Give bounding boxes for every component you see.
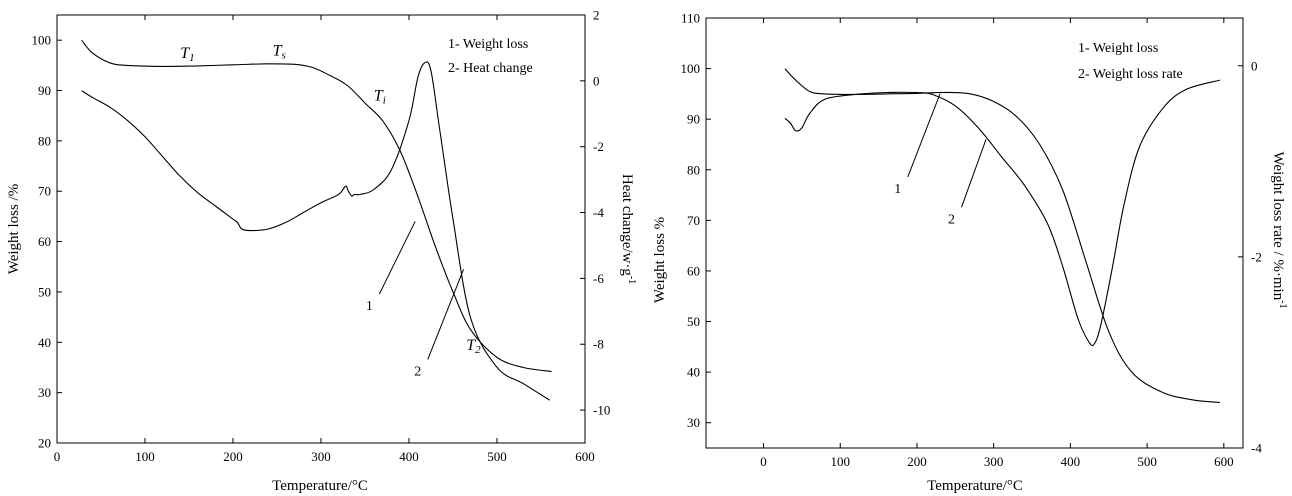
y-axis-label-right: Weight loss %	[652, 217, 668, 303]
x-tick-label: 400	[399, 449, 419, 464]
series-right	[784, 68, 1221, 404]
y-tick-label: 50	[38, 284, 51, 299]
y-tick-label: 100	[681, 61, 701, 76]
x-tick-label: 100	[831, 454, 851, 469]
y2-tick-label: -8	[593, 337, 604, 352]
curve-number-label: 1	[894, 182, 901, 197]
series-line-2	[784, 79, 1221, 347]
plot-frame-right	[705, 17, 1244, 449]
y-tick-label: 30	[687, 415, 700, 430]
panel-right: 0 100 200 300 400 500 600 30 40 50 60 70 80 90 100 110 -…	[652, 11, 1288, 495]
y-tick-label: 50	[687, 314, 700, 329]
curve-number-label: 2	[948, 212, 955, 227]
temperature-marker-main: T	[180, 45, 190, 62]
temperature-marker-main: T	[374, 88, 384, 105]
temperature-marker-main: T	[466, 337, 476, 354]
x-axis-label-right: Temperature/°C	[927, 478, 1023, 494]
x-tick-label: 500	[1137, 454, 1157, 469]
temperature-marker-label: Ti	[374, 88, 386, 107]
y-tick-label: 80	[687, 162, 700, 177]
y2-axis-label-right: Weight loss rate / %·min-1	[1270, 151, 1288, 308]
y-tick-label: 60	[38, 234, 51, 249]
y2-axis-label-right-text: Weight loss rate / %·min	[1270, 151, 1286, 300]
y2-tick-label: -10	[593, 403, 610, 418]
y2-tick-label: -2	[1251, 249, 1262, 264]
x-axis-label-left: Temperature/°C	[272, 478, 368, 494]
y-tick-label: 110	[681, 11, 700, 26]
curve-number-label: 1	[366, 299, 373, 314]
y2-tick-label: 2	[593, 8, 600, 23]
y2-tick-label: 0	[593, 73, 600, 88]
y2-axis-label-right-sup: -1	[1277, 300, 1288, 308]
y-tick-label: 40	[687, 365, 700, 380]
y-axis-label-left: Weight loss /%	[6, 184, 22, 274]
legend-item-1: 1- Weight loss	[1078, 41, 1158, 56]
x-tick-label: 600	[1214, 454, 1234, 469]
x-tick-label: 0	[760, 454, 767, 469]
axis-ticks-right: 0 100 200 300 400 500 600 30 40 50 60 70 80 90 100 110 -…	[681, 11, 1263, 470]
curve-leader-line	[961, 139, 987, 208]
y-tick-label: 100	[32, 33, 52, 48]
series-line-1	[81, 39, 552, 373]
curve-leader-line	[427, 269, 465, 360]
legend-item-1: 1- Weight loss	[448, 37, 528, 52]
series-line-2	[81, 61, 551, 401]
y2-axis-label-left-text: Heat change/w·g	[619, 174, 635, 277]
x-tick-label: 500	[487, 449, 507, 464]
x-tick-label: 300	[311, 449, 331, 464]
x-tick-label: 100	[135, 449, 155, 464]
x-tick-label: 600	[575, 449, 595, 464]
y-tick-label: 90	[38, 83, 51, 98]
y2-axis-label-left: Heat change/w·g-1	[619, 174, 637, 284]
x-tick-label: 0	[54, 449, 61, 464]
y2-tick-label: -6	[593, 271, 604, 286]
curve-number-label: 2	[414, 364, 421, 379]
legend-item-2: 2- Weight loss rate	[1078, 67, 1183, 82]
y2-tick-label: -2	[593, 139, 604, 154]
y2-tick-label: -4	[593, 205, 604, 220]
y-tick-label: 60	[687, 263, 700, 278]
temperature-marker-subscript: 1	[189, 52, 195, 64]
x-tick-label: 200	[907, 454, 927, 469]
y-tick-label: 70	[38, 184, 51, 199]
legend-item-2: 2- Heat change	[448, 61, 533, 76]
temperature-marker-subscript: i	[383, 95, 386, 107]
temperature-marker-label: T1	[180, 45, 194, 64]
temperature-marker-label: T2	[466, 337, 481, 356]
y2-tick-label: 0	[1251, 58, 1258, 73]
panel-left: 0 100 200 300 400 500 6002030405060708090100-1…	[6, 8, 637, 495]
x-tick-label: 300	[984, 454, 1004, 469]
temperature-marker-subscript: s	[282, 49, 286, 61]
plot-frame-left	[56, 14, 586, 444]
y-tick-label: 90	[687, 112, 700, 127]
temperature-marker-label: Ts	[273, 42, 286, 61]
curve-leader-line	[907, 93, 941, 178]
y2-tick-label: -4	[1251, 441, 1262, 456]
temperature-marker-subscript: 2	[475, 344, 481, 356]
y-tick-label: 80	[38, 133, 51, 148]
x-tick-label: 400	[1061, 454, 1081, 469]
axis-ticks-left: 0 100 200 300 400 500 6002030405060708090100-1…	[32, 8, 611, 465]
temperature-marker-main: T	[273, 42, 283, 59]
y-tick-label: 70	[687, 213, 700, 228]
x-tick-label: 200	[223, 449, 243, 464]
y-tick-label: 30	[38, 385, 51, 400]
series-line-1	[784, 68, 1221, 404]
series-left	[81, 39, 552, 401]
curve-leader-line	[378, 221, 416, 295]
y-tick-label: 40	[38, 335, 51, 350]
annotations-right: 12	[894, 93, 987, 227]
y2-axis-label-left-sup: -1	[626, 276, 637, 284]
y-tick-label: 20	[38, 436, 51, 451]
